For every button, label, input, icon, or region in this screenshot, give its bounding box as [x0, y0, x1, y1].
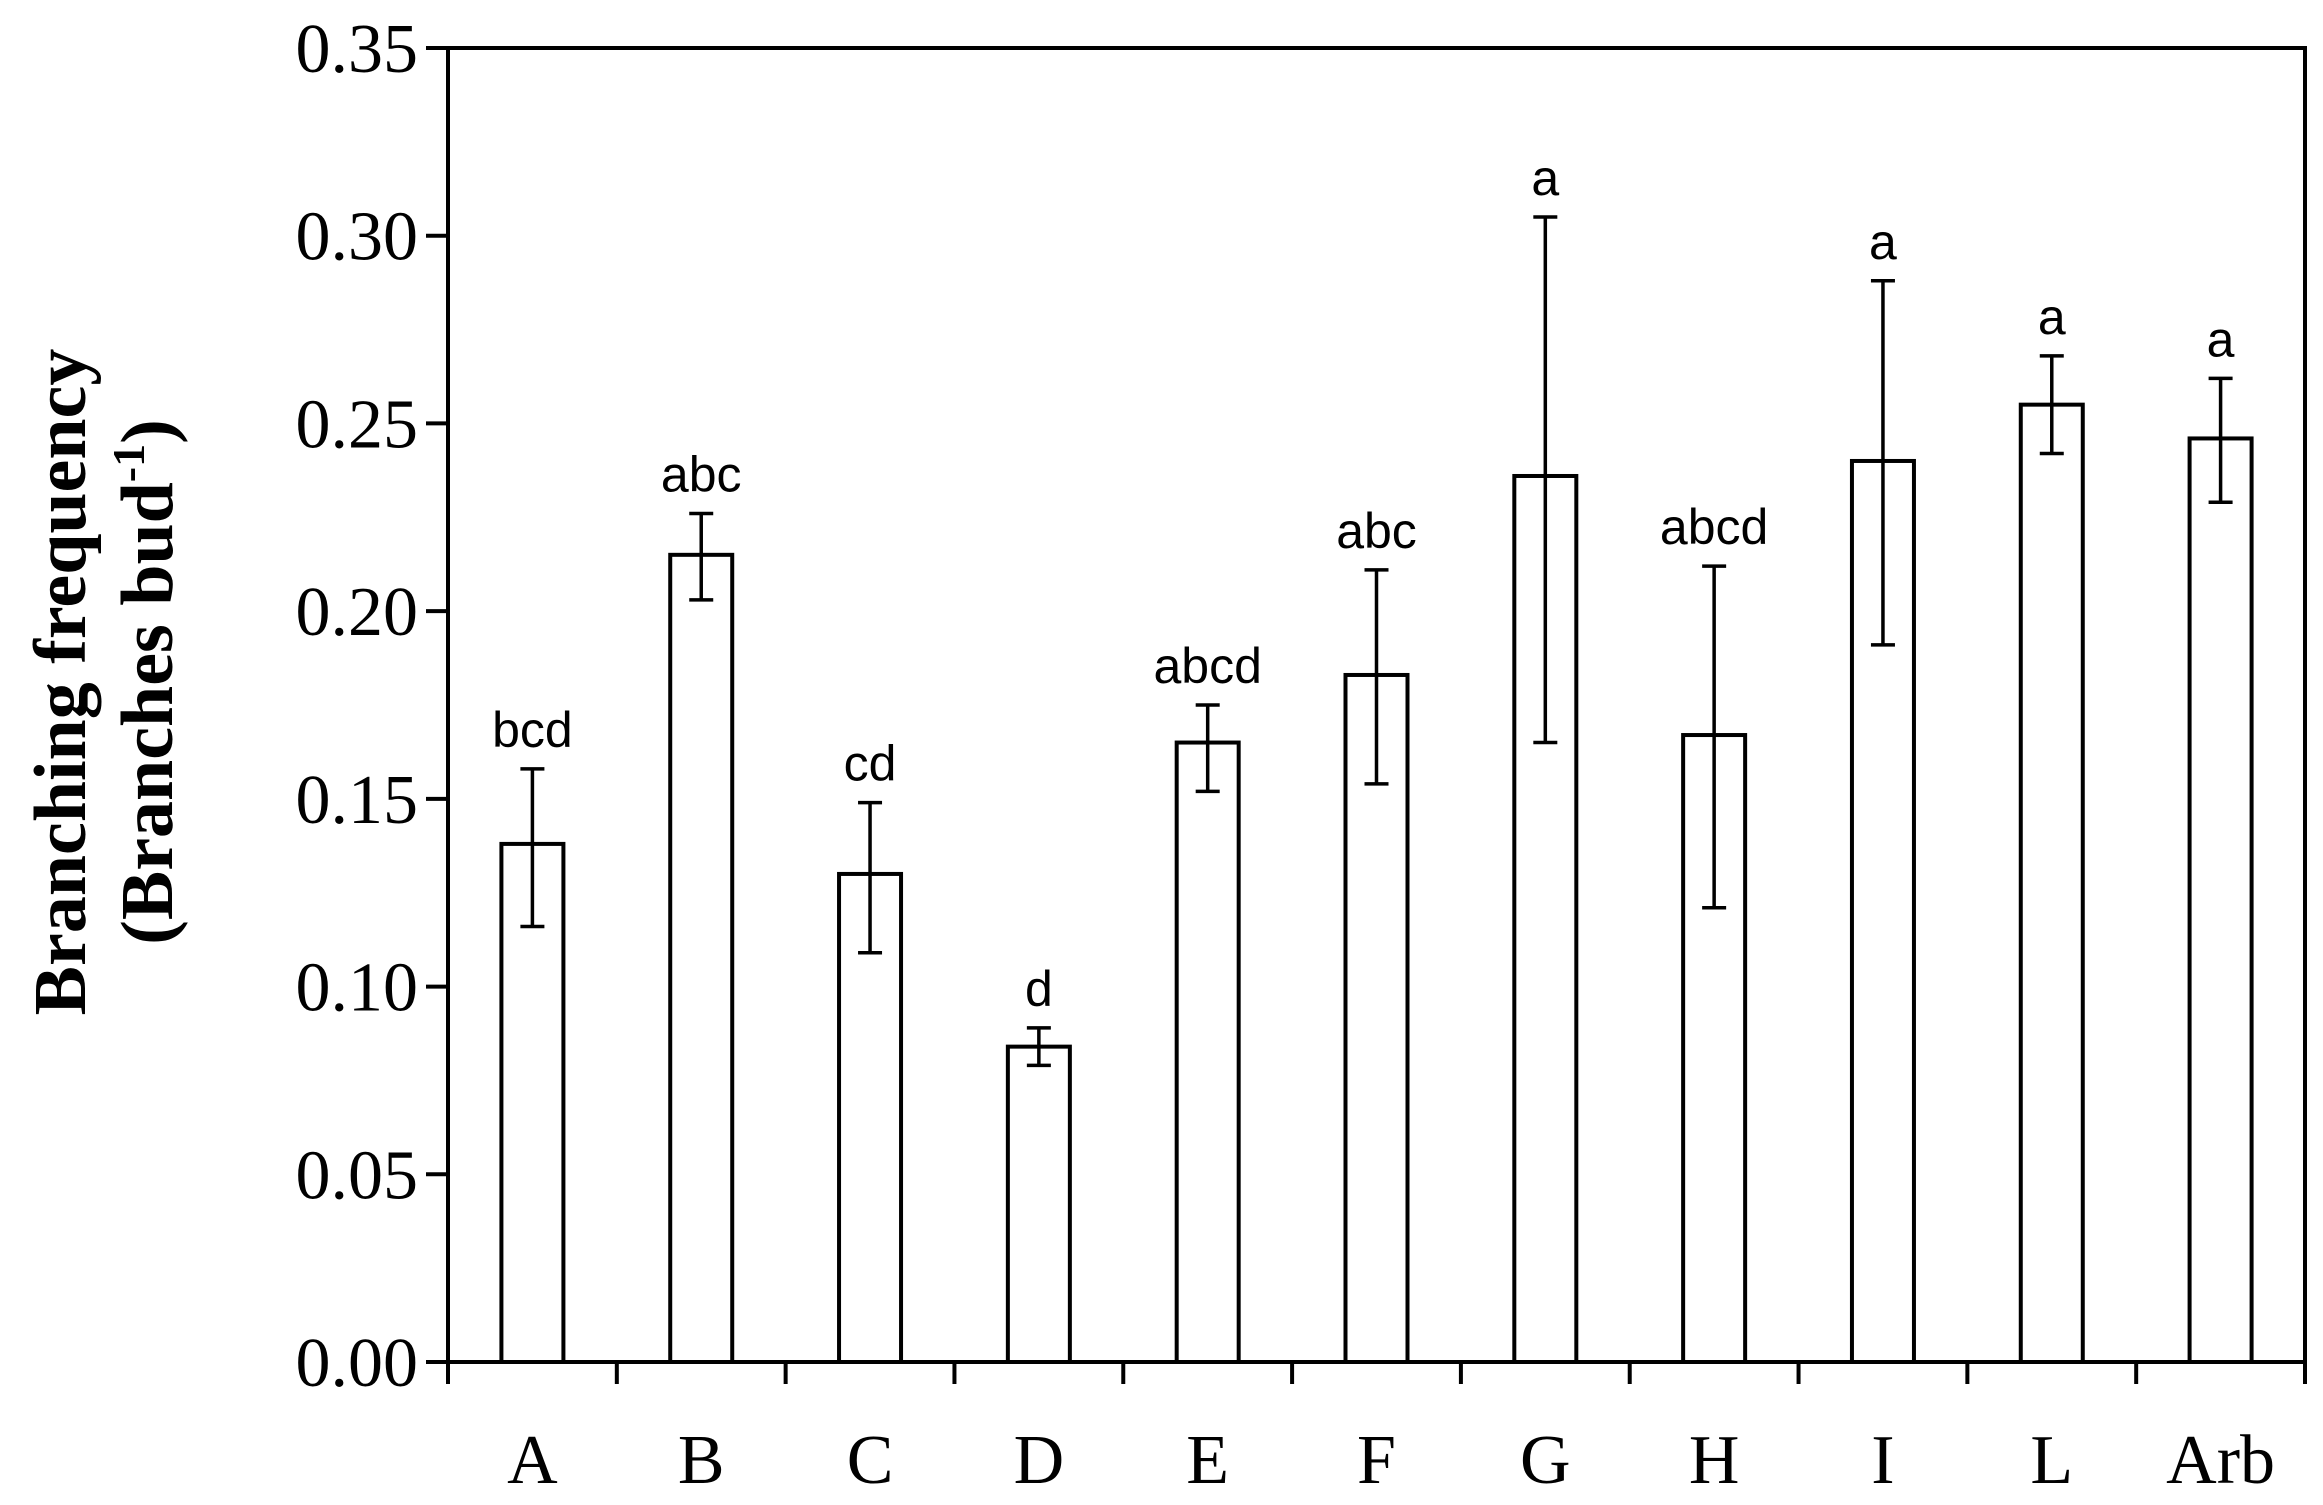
y-axis-title-line1: Branching frequency [20, 349, 102, 1016]
category-label-G: G [1520, 1422, 1571, 1499]
bar-F [1343, 672, 1410, 1364]
y-tick-label: 0.05 [296, 1137, 419, 1214]
y-axis-title-superscript: -1 [103, 444, 154, 482]
bar-A [499, 841, 566, 1364]
bar-Arb [2187, 436, 2254, 1364]
y-axis-title-line2-main: (Branches bud [107, 482, 189, 945]
y-tick-label: 0.20 [296, 574, 419, 651]
bar-E [1174, 740, 1241, 1364]
bar-C [837, 871, 904, 1364]
category-label-D: D [1014, 1422, 1065, 1499]
y-axis-title-line2: (Branches bud-1) [103, 419, 189, 945]
significance-label-L: a [2038, 289, 2066, 345]
significance-label-H: abcd [1660, 499, 1768, 555]
category-label-E: E [1186, 1422, 1229, 1499]
y-axis-title-line2-end: ) [107, 419, 189, 444]
significance-label-B: abc [661, 447, 742, 503]
category-label-C: C [847, 1422, 894, 1499]
significance-label-I: a [1869, 214, 1897, 270]
y-tick-label: 0.25 [296, 386, 419, 463]
significance-label-D: d [1025, 961, 1053, 1017]
category-label-L: L [2030, 1422, 2073, 1499]
significance-label-G: a [1531, 150, 1559, 206]
category-label-Arb: Arb [2166, 1422, 2275, 1499]
significance-label-A: bcd [492, 702, 573, 758]
significance-label-C: cd [844, 736, 897, 792]
y-tick-label: 0.00 [296, 1325, 419, 1402]
y-tick-label: 0.30 [296, 199, 419, 276]
significance-label-E: abcd [1153, 638, 1261, 694]
category-label-I: I [1871, 1422, 1894, 1499]
significance-label-Arb: a [2207, 311, 2235, 367]
category-label-F: F [1357, 1422, 1396, 1499]
category-label-B: B [678, 1422, 725, 1499]
bar-D [1005, 1044, 1072, 1364]
bar-B [668, 552, 735, 1364]
category-label-A: A [507, 1422, 558, 1499]
y-tick-label: 0.10 [296, 950, 419, 1027]
y-axis-title: Branching frequency (Branches bud-1) [20, 349, 189, 1016]
significance-label-F: abc [1336, 503, 1417, 559]
bar-L [2018, 402, 2085, 1364]
category-label-H: H [1689, 1422, 1740, 1499]
y-tick-label: 0.15 [296, 762, 419, 839]
y-tick-label: 0.35 [296, 11, 419, 88]
